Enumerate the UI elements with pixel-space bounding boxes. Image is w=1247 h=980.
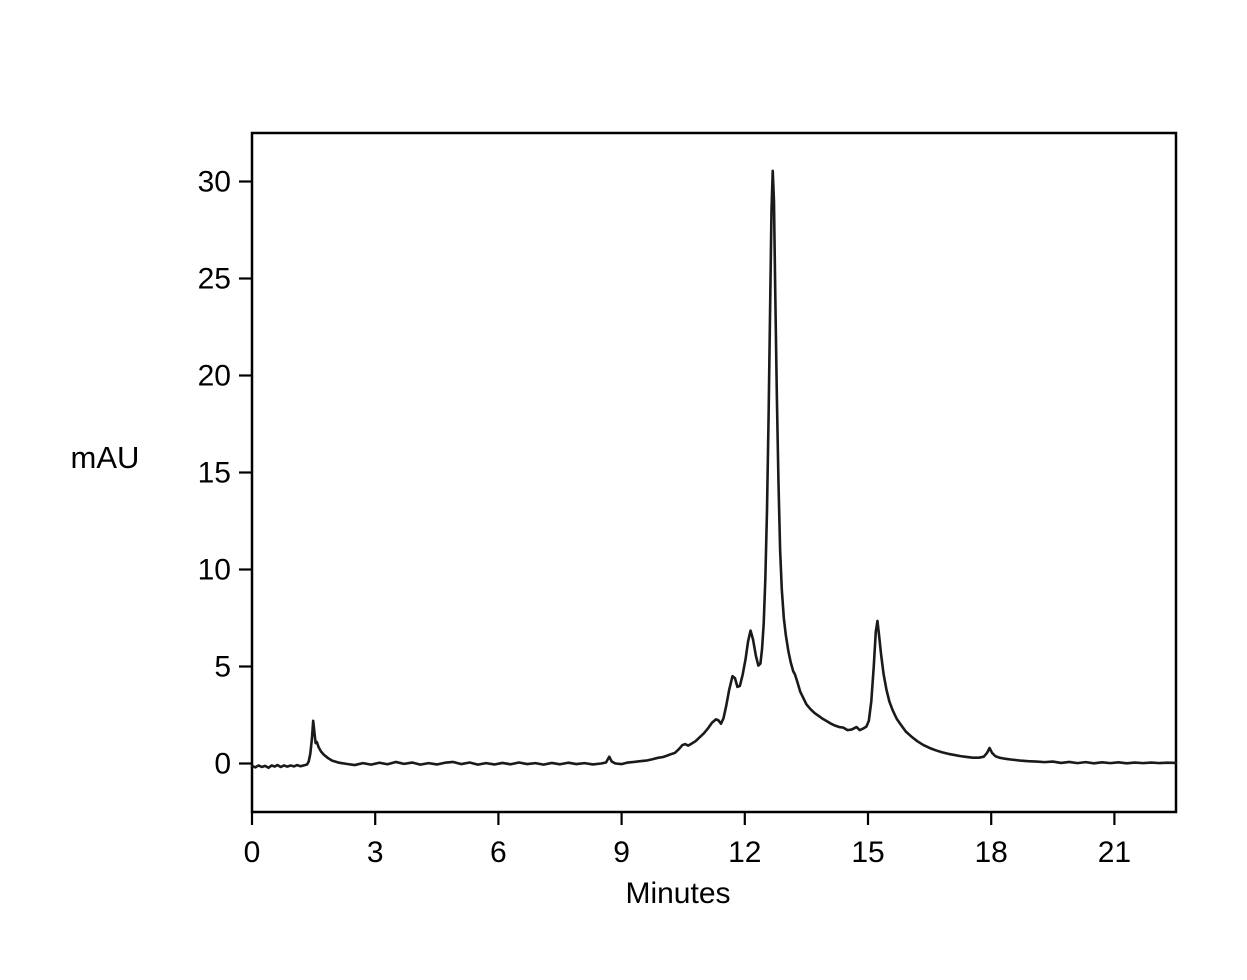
x-tick-label: 21 [1098, 836, 1131, 869]
plot-frame [250, 131, 1178, 814]
x-axis-label: Minutes [625, 877, 730, 910]
x-tick-label: 12 [728, 836, 761, 869]
y-tick-label: 20 [198, 360, 231, 393]
y-tick-label: 30 [198, 166, 231, 199]
detector-signal-trace [250, 169, 1178, 770]
y-tick-label: 10 [198, 554, 231, 587]
x-tick-label: 6 [490, 836, 507, 869]
y-tick-label: 25 [198, 263, 231, 296]
y-tick-label: 0 [214, 748, 231, 781]
y-tick-label: 15 [198, 457, 231, 490]
x-tick-label: 9 [613, 836, 630, 869]
x-tick-label: 3 [367, 836, 384, 869]
x-tick-label: 15 [851, 836, 884, 869]
y-axis-label: mAU [71, 440, 140, 475]
y-tick-label: 5 [214, 651, 231, 684]
x-tick-label: 18 [975, 836, 1008, 869]
x-tick-label: 0 [244, 836, 261, 869]
